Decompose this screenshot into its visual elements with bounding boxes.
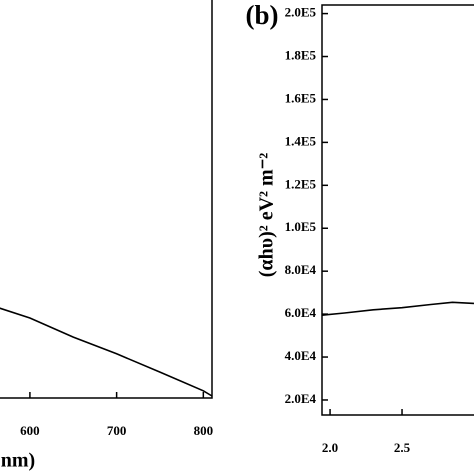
axes-frame <box>0 0 213 399</box>
data-line <box>321 301 474 316</box>
y-tick-label: 1.2E5 <box>285 176 317 191</box>
axes-frame <box>321 4 474 416</box>
y-tick-label: 1.6E5 <box>285 90 317 105</box>
y-tick-label: 1.8E5 <box>285 48 317 63</box>
y-tick-label: 8.0E4 <box>285 262 317 277</box>
x-tick-label: 800 <box>194 423 214 438</box>
data-line <box>0 307 213 397</box>
x-tick-label: 600 <box>20 423 40 438</box>
y-tick-label: 4.0E4 <box>285 348 317 363</box>
x-tick-label: 2.5 <box>394 440 411 455</box>
y-axis-label: (αhυ)² eV² m⁻² <box>256 153 278 278</box>
y-tick-label: 1.0E5 <box>285 219 317 234</box>
x-tick-label: 2.0 <box>322 440 338 455</box>
y-tick-label: 2.0E4 <box>285 391 317 406</box>
panel-label: (b) <box>246 0 279 30</box>
y-tick-label: 6.0E4 <box>285 305 317 320</box>
y-tick-label: 2.0E5 <box>285 5 317 20</box>
y-tick-label: 1.4E5 <box>285 133 317 148</box>
x-tick-label: 700 <box>107 423 127 438</box>
x-axis-label: nm) <box>1 450 35 472</box>
